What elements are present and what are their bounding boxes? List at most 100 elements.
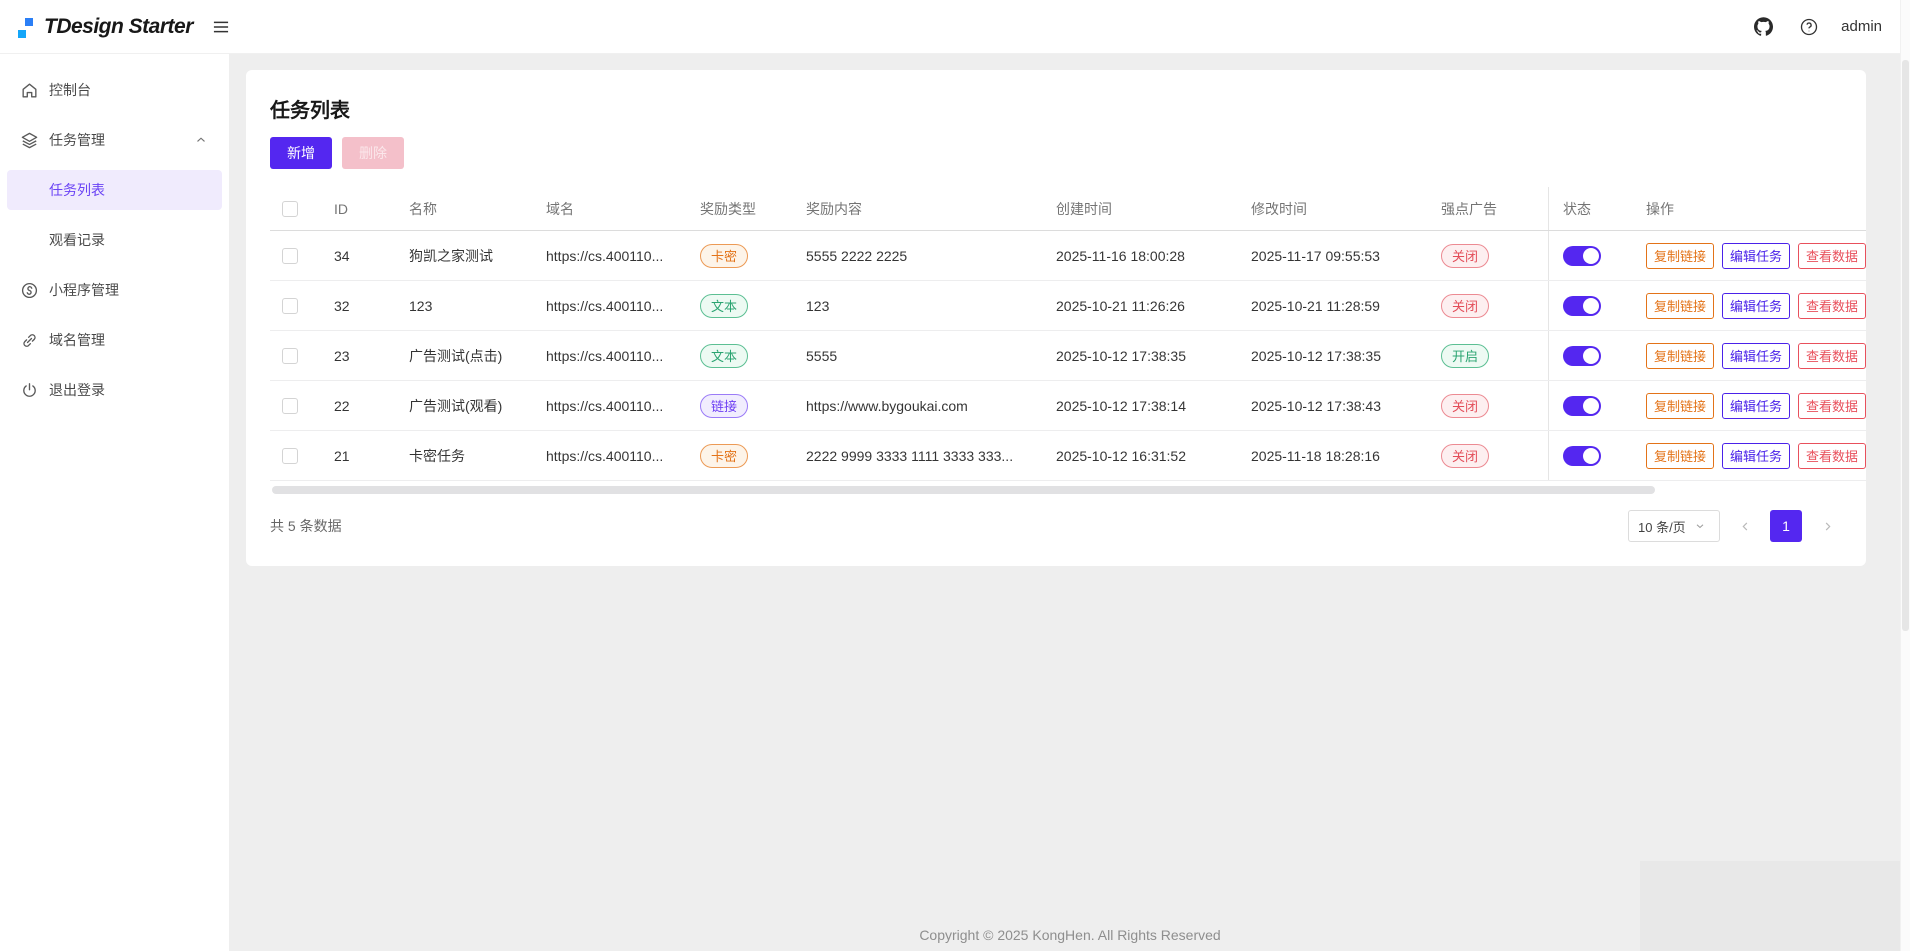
copyright-text: Copyright © 2025 KongHen. All Rights Res… xyxy=(919,927,1221,943)
force-ad-tag: 关闭 xyxy=(1441,443,1490,468)
home-icon xyxy=(20,81,39,100)
status-toggle[interactable] xyxy=(1563,345,1601,366)
view-data-button[interactable]: 查看数据 xyxy=(1798,292,1866,319)
column-header-id: ID xyxy=(334,200,348,217)
cell-reward-content: 123 xyxy=(806,297,830,314)
cell-id: 32 xyxy=(334,297,350,314)
table-row: 22 广告测试(观看) https://cs.400110... 链接 http… xyxy=(270,381,1866,431)
sidebar-item-miniprogram-management[interactable]: 小程序管理 xyxy=(7,270,222,310)
view-data-button[interactable]: 查看数据 xyxy=(1798,242,1866,269)
cell-name: 广告测试(观看) xyxy=(409,397,503,414)
status-toggle[interactable] xyxy=(1563,395,1601,416)
app-title: TDesign Starter xyxy=(44,14,193,38)
sidebar-item-label: 控制台 xyxy=(49,82,91,98)
copy-link-button[interactable]: 复制链接 xyxy=(1646,392,1715,419)
sidebar-item-label: 观看记录 xyxy=(49,232,105,248)
table-row: 23 广告测试(点击) https://cs.400110... 文本 5555… xyxy=(270,331,1866,381)
sidebar-item-task-management[interactable]: 任务管理 xyxy=(7,120,222,160)
task-table: ID 名称 域名 奖励类型 奖励内容 创建时间 修改时间 强点广告 状态 操作 … xyxy=(270,187,1866,494)
sidebar-item-dashboard[interactable]: 控制台 xyxy=(7,70,222,110)
status-toggle[interactable] xyxy=(1563,445,1601,466)
logo-icon xyxy=(18,15,36,39)
edit-task-button[interactable]: 编辑任务 xyxy=(1722,242,1791,269)
sidebar-item-label: 域名管理 xyxy=(49,332,105,348)
view-data-button[interactable]: 查看数据 xyxy=(1798,442,1866,469)
menu-collapse-icon[interactable] xyxy=(207,13,235,41)
table-row: 34 狗凯之家测试 https://cs.400110... 卡密 5555 2… xyxy=(270,231,1866,281)
user-menu[interactable]: admin xyxy=(1841,18,1882,35)
cell-domain: https://cs.400110... xyxy=(546,247,664,264)
column-header-status: 状态 xyxy=(1548,187,1632,230)
copy-link-button[interactable]: 复制链接 xyxy=(1646,292,1715,319)
column-header-name: 名称 xyxy=(409,200,437,217)
edit-task-button[interactable]: 编辑任务 xyxy=(1722,292,1791,319)
next-page-button[interactable] xyxy=(1812,510,1842,542)
chevron-down-icon xyxy=(1694,520,1706,532)
table-row: 32 123 https://cs.400110... 文本 123 2025-… xyxy=(270,281,1866,331)
reward-type-tag: 文本 xyxy=(700,293,749,318)
page-number-1[interactable]: 1 xyxy=(1770,510,1802,542)
edit-task-button[interactable]: 编辑任务 xyxy=(1722,342,1791,369)
row-checkbox[interactable] xyxy=(282,397,298,414)
edit-task-button[interactable]: 编辑任务 xyxy=(1722,392,1791,419)
cell-reward-content: 5555 2222 2225 xyxy=(806,247,908,264)
task-list-card: 任务列表 新增 删除 ID 名称 域名 奖励类型 奖励内容 创建时间 修改时间 … xyxy=(246,70,1866,566)
chevron-up-icon xyxy=(194,133,208,147)
cell-modified-time: 2025-10-12 17:38:35 xyxy=(1251,347,1381,364)
cell-id: 21 xyxy=(334,447,350,464)
github-icon[interactable] xyxy=(1749,13,1777,41)
cell-name: 123 xyxy=(409,297,433,314)
view-data-button[interactable]: 查看数据 xyxy=(1798,392,1866,419)
sidebar-item-label: 任务管理 xyxy=(49,132,105,148)
cell-domain: https://cs.400110... xyxy=(546,447,664,464)
app-logo[interactable]: TDesign Starter xyxy=(18,15,193,39)
miniprogram-icon xyxy=(20,281,39,300)
column-header-created: 创建时间 xyxy=(1056,200,1112,217)
sidebar-item-logout[interactable]: 退出登录 xyxy=(7,370,222,410)
help-icon[interactable] xyxy=(1795,13,1823,41)
row-checkbox[interactable] xyxy=(282,447,298,464)
table-header-row: ID 名称 域名 奖励类型 奖励内容 创建时间 修改时间 强点广告 状态 操作 xyxy=(270,187,1866,231)
page-scrollbar[interactable] xyxy=(1900,0,1910,951)
watermark-overlay xyxy=(1640,861,1900,951)
link-icon xyxy=(20,331,39,350)
page-title: 任务列表 xyxy=(270,100,350,122)
view-data-button[interactable]: 查看数据 xyxy=(1798,342,1866,369)
table-row: 21 卡密任务 https://cs.400110... 卡密 2222 999… xyxy=(270,431,1866,481)
cell-reward-content: 2222 9999 3333 1111 3333 333... xyxy=(806,447,1014,464)
power-icon xyxy=(20,381,39,400)
row-checkbox[interactable] xyxy=(282,247,298,264)
row-checkbox[interactable] xyxy=(282,297,298,314)
column-header-reward-content: 奖励内容 xyxy=(806,200,862,217)
add-button[interactable]: 新增 xyxy=(270,137,332,169)
status-toggle[interactable] xyxy=(1563,245,1601,266)
copy-link-button[interactable]: 复制链接 xyxy=(1646,342,1715,369)
select-all-checkbox[interactable] xyxy=(282,200,298,217)
pagination: 10 条/页 1 xyxy=(1628,510,1842,542)
column-header-modified: 修改时间 xyxy=(1251,200,1307,217)
reward-type-tag: 链接 xyxy=(700,393,749,418)
cell-name: 卡密任务 xyxy=(409,447,465,464)
copy-link-button[interactable]: 复制链接 xyxy=(1646,442,1715,469)
page-scrollbar-thumb[interactable] xyxy=(1902,60,1909,631)
row-actions: 复制链接 编辑任务 查看数据 xyxy=(1646,342,1866,369)
page-size-select[interactable]: 10 条/页 xyxy=(1628,510,1720,542)
top-header: TDesign Starter admin xyxy=(0,0,1910,54)
sidebar-item-domain-management[interactable]: 域名管理 xyxy=(7,320,222,360)
sidebar-item-watch-records[interactable]: 观看记录 xyxy=(7,220,222,260)
status-toggle[interactable] xyxy=(1563,295,1601,316)
reward-type-tag: 卡密 xyxy=(700,243,749,268)
force-ad-tag: 关闭 xyxy=(1441,243,1490,268)
row-checkbox[interactable] xyxy=(282,347,298,364)
copy-link-button[interactable]: 复制链接 xyxy=(1646,242,1715,269)
table-body: 34 狗凯之家测试 https://cs.400110... 卡密 5555 2… xyxy=(270,231,1866,481)
sidebar-item-task-list[interactable]: 任务列表 xyxy=(7,170,222,210)
cell-id: 34 xyxy=(334,247,350,264)
layers-icon xyxy=(20,131,39,150)
edit-task-button[interactable]: 编辑任务 xyxy=(1722,442,1791,469)
cell-id: 23 xyxy=(334,347,350,364)
cell-modified-time: 2025-10-12 17:38:43 xyxy=(1251,397,1381,414)
column-header-force-ad: 强点广告 xyxy=(1441,200,1497,217)
horizontal-scrollbar-thumb[interactable] xyxy=(272,486,1656,494)
prev-page-button[interactable] xyxy=(1730,510,1760,542)
